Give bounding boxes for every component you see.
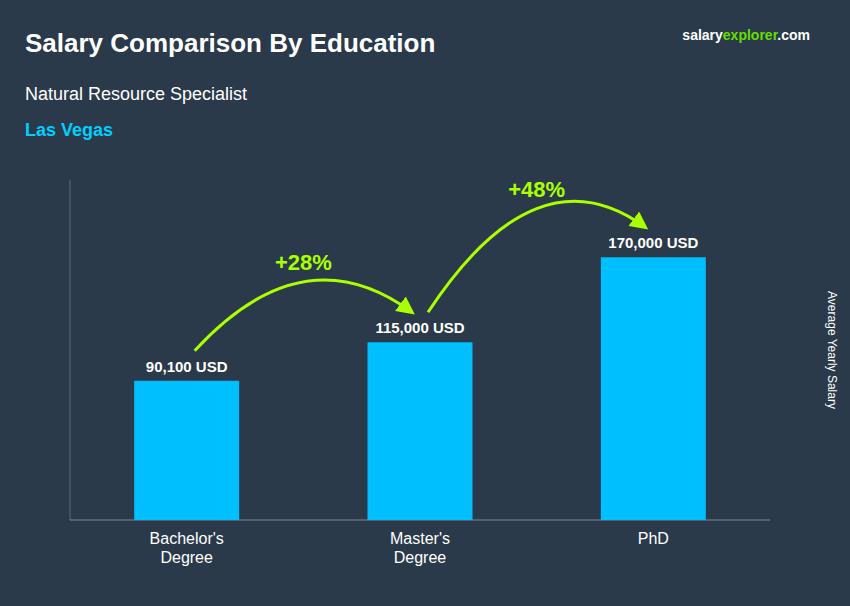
source: salaryexplorer.com [682,27,810,43]
title: Salary Comparison By Education [25,28,435,58]
percent-label: +48% [508,177,565,202]
arrow [195,280,412,351]
annotation: Las Vegas [25,120,113,140]
y-axis-line [70,180,71,520]
arrow [428,201,645,312]
source-part: salary [682,27,723,43]
source-part: .com [777,27,810,43]
data-label: 90,100 USD [146,358,228,375]
data-label: 170,000 USD [608,234,698,251]
x-tick-label: PhD [638,530,669,547]
bars [134,257,706,520]
y-axis-label: Average Yearly Salary [825,291,839,409]
chart: Salary Comparison By Education Natural Re… [0,0,850,606]
percent-label: +28% [275,250,332,275]
subtitle: Natural Resource Specialist [25,84,247,104]
bar [601,257,706,520]
x-tick-label: Master'sDegree [390,530,450,566]
background [0,0,850,606]
data-label: 115,000 USD [375,319,464,336]
x-tick-label: Bachelor'sDegree [150,530,224,566]
bar [368,342,473,520]
source-part: explorer [723,27,779,43]
bar [134,381,239,520]
